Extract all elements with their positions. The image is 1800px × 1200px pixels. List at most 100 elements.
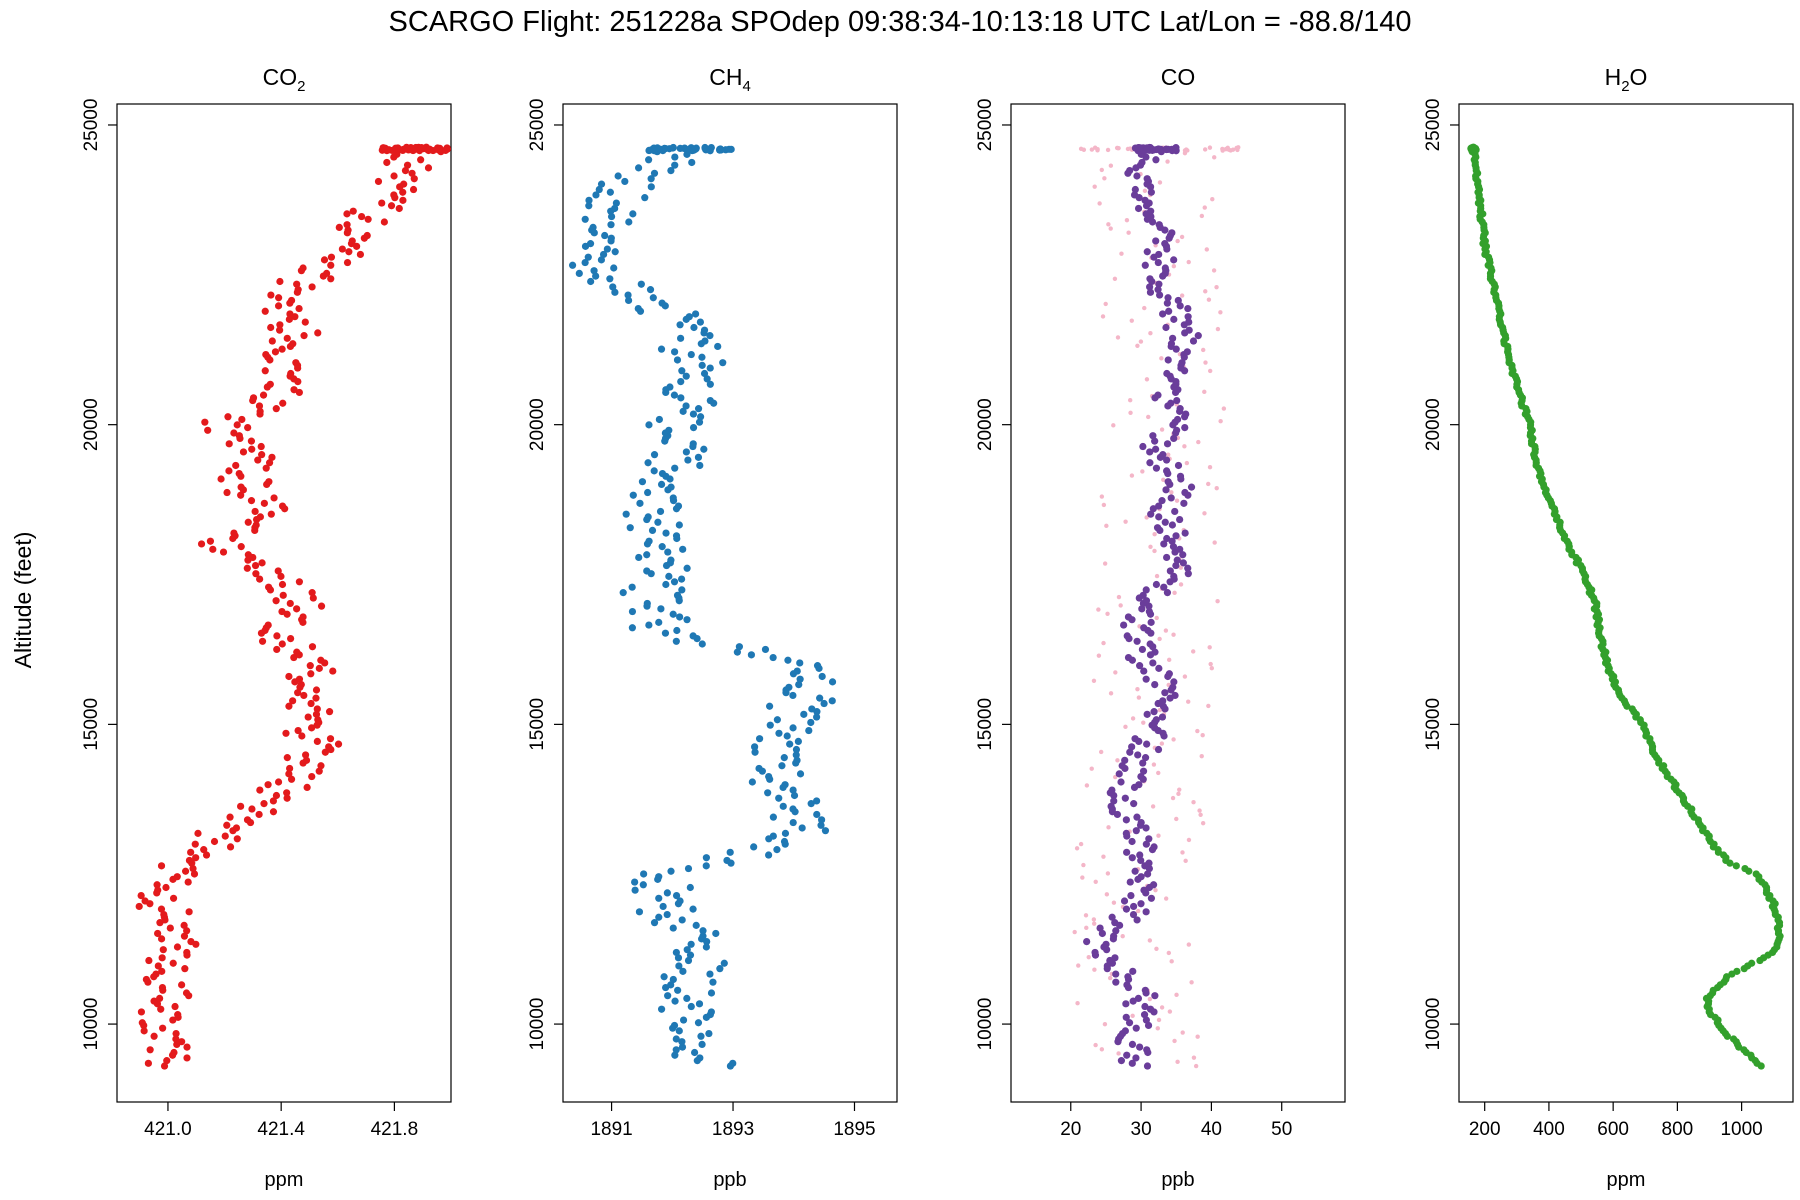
data-point (1149, 659, 1157, 667)
data-point (1159, 1005, 1165, 1010)
data-point (1162, 486, 1170, 494)
data-point (363, 231, 371, 240)
data-point (643, 567, 651, 575)
data-point (1178, 582, 1184, 587)
data-point (817, 821, 825, 829)
data-point (1111, 900, 1117, 905)
data-point (282, 729, 290, 737)
data-point (1122, 1013, 1130, 1021)
data-point (1138, 645, 1147, 654)
data-point (1206, 703, 1211, 709)
data-point (678, 1043, 687, 1051)
data-point (606, 275, 614, 283)
panel-ch4: CH4 1891 1893 1895 10000 15000 20000 25000 ppb (527, 64, 898, 1191)
data-point (603, 245, 611, 253)
data-point (1143, 1062, 1152, 1070)
data-point (1137, 772, 1145, 781)
data-point (283, 754, 291, 762)
data-point (144, 1059, 152, 1067)
data-point (637, 280, 645, 288)
data-point (599, 250, 608, 259)
data-point (691, 146, 699, 154)
data-point (243, 816, 252, 824)
data-point (669, 144, 677, 152)
data-point (313, 737, 321, 746)
data-point (1147, 996, 1153, 1002)
data-point (1120, 897, 1129, 905)
data-point (178, 981, 186, 989)
data-point (1128, 410, 1133, 415)
data-point (684, 864, 693, 873)
data-point (295, 388, 303, 397)
data-point (1100, 314, 1106, 319)
data-point (1133, 637, 1141, 645)
y-tick-label: 25000 (975, 99, 996, 152)
data-point (654, 518, 662, 526)
data-point (669, 975, 677, 984)
data-point (1171, 737, 1176, 742)
data-point (1135, 686, 1140, 692)
data-point (1212, 540, 1217, 545)
data-point (1172, 1038, 1177, 1044)
data-point (1149, 505, 1157, 513)
data-point (619, 589, 627, 597)
data-point (1120, 934, 1125, 939)
data-point (700, 326, 709, 334)
data-point (289, 340, 297, 348)
data-point (1134, 994, 1143, 1003)
data-point (251, 507, 259, 516)
data-point (287, 775, 296, 783)
data-point (308, 589, 316, 597)
data-point (160, 910, 168, 919)
data-point (390, 172, 398, 180)
data-point (1135, 343, 1140, 348)
data-point (1091, 948, 1099, 957)
data-point (1127, 398, 1133, 403)
data-point (672, 637, 680, 645)
data-point (705, 1029, 713, 1038)
y-tick-label: 25000 (81, 99, 102, 152)
data-point (171, 1002, 179, 1011)
data-point (301, 751, 310, 759)
data-point (235, 469, 243, 478)
data-point (1146, 448, 1154, 456)
data-point (1116, 1051, 1121, 1056)
data-point (664, 548, 672, 556)
data-point (1171, 632, 1176, 637)
data-point (160, 1062, 169, 1070)
data-point (695, 1000, 704, 1008)
data-point (766, 721, 774, 729)
data-point (696, 318, 704, 326)
data-point (137, 892, 145, 900)
data-point (683, 146, 691, 154)
data-point (230, 529, 238, 537)
data-point (182, 989, 191, 997)
data-point (1130, 902, 1138, 911)
data-point (292, 359, 300, 367)
data-point (300, 691, 308, 700)
data-point (224, 413, 232, 421)
data-point (1186, 837, 1192, 843)
data-point (1140, 886, 1148, 894)
data-point (1139, 442, 1147, 451)
panel-title-main: CH (709, 64, 742, 90)
data-point (238, 415, 246, 424)
data-point (781, 781, 789, 789)
data-point (1142, 824, 1150, 832)
data-point (1215, 599, 1220, 604)
data-point (169, 1016, 177, 1024)
data-point (1140, 667, 1148, 675)
data-point (1157, 636, 1162, 642)
data-point (156, 994, 164, 1003)
data-point (647, 183, 655, 191)
data-point (706, 970, 714, 978)
data-point (1168, 521, 1177, 529)
data-point (145, 956, 153, 965)
data-point (663, 889, 671, 897)
data-point (1163, 628, 1169, 633)
data-point (183, 1054, 191, 1062)
data-point (345, 248, 353, 256)
data-point (1175, 238, 1180, 244)
data-point (1099, 167, 1104, 173)
